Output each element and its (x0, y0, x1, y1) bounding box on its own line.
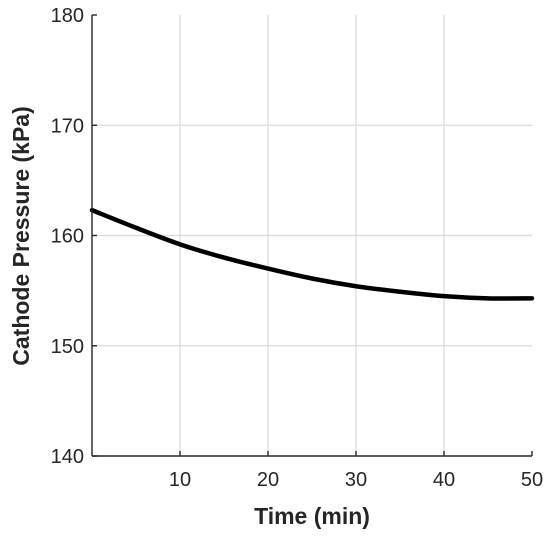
y-tick-label: 170 (51, 115, 84, 137)
y-tick-label: 160 (51, 226, 84, 248)
x-tick-label: 30 (345, 469, 367, 491)
y-tick-label: 180 (51, 5, 84, 27)
series-layer (89, 207, 535, 301)
y-tick-label: 140 (51, 446, 84, 468)
x-tick-label: 10 (169, 469, 191, 491)
tick-layer: 10 20 30 40 50 140 150 160 170 180 (51, 5, 544, 491)
x-tick-label: 20 (257, 469, 279, 491)
y-tick-label: 150 (51, 336, 84, 358)
y-axis-title: Cathode Pressure (kPa) (8, 106, 34, 365)
series-line (89, 207, 535, 301)
x-axis-title: Time (min) (254, 503, 370, 529)
x-tick-label: 50 (521, 469, 543, 491)
x-tick-label: 40 (433, 469, 455, 491)
grid-lines (92, 15, 532, 456)
